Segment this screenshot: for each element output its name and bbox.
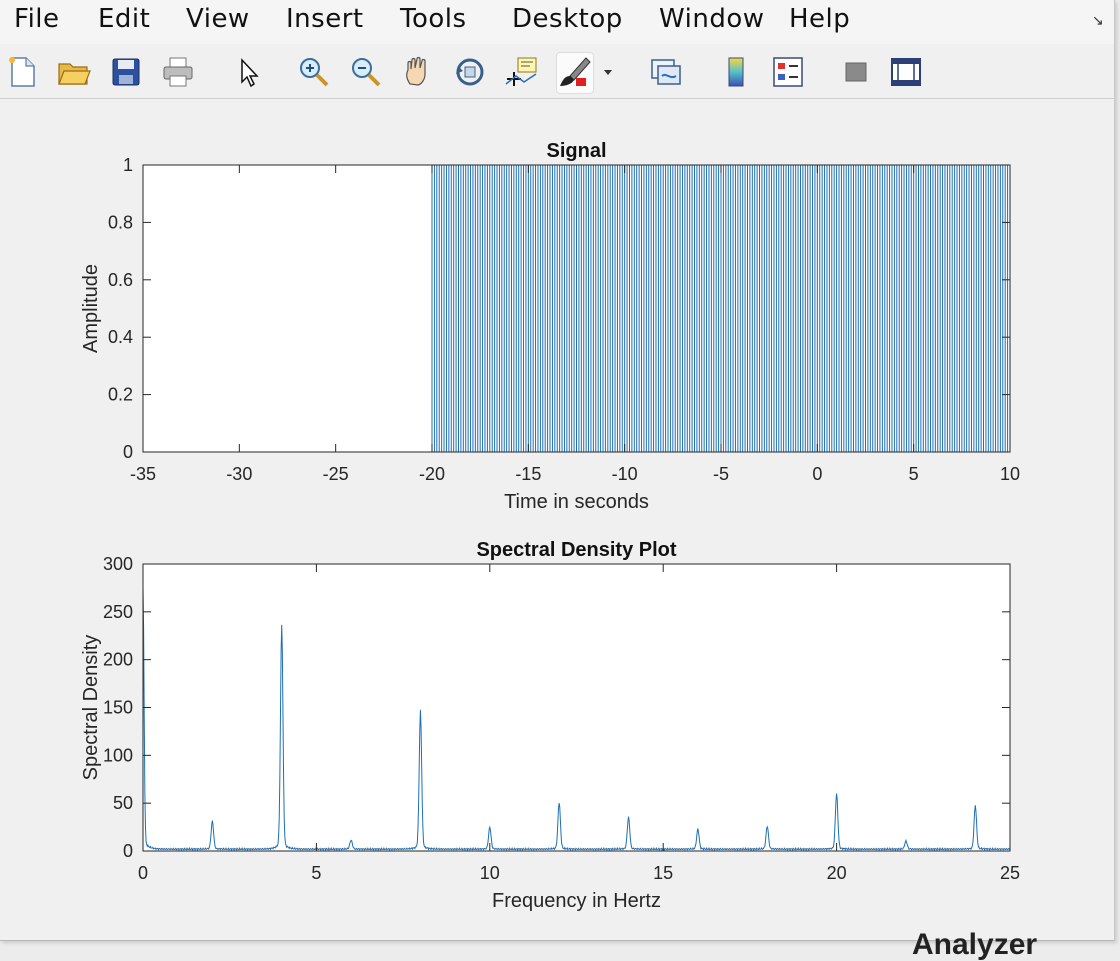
dock-arrow-icon[interactable]: ↘ xyxy=(1092,12,1104,29)
print-icon[interactable] xyxy=(160,54,196,90)
x-tick-label: 15 xyxy=(653,863,673,883)
y-tick-label: 1 xyxy=(123,155,133,175)
x-tick-label: 25 xyxy=(1000,863,1020,883)
menu-desktop[interactable]: Desktop xyxy=(512,4,623,34)
y-tick-label: 250 xyxy=(103,602,133,622)
x-tick-label: -35 xyxy=(130,464,156,484)
menu-window[interactable]: Window xyxy=(659,4,765,34)
figure-window: File Edit View Insert Tools Desktop Wind… xyxy=(0,0,1115,941)
x-tick-label: -10 xyxy=(612,464,638,484)
open-folder-icon[interactable] xyxy=(56,54,92,90)
x-tick-label: 5 xyxy=(311,863,321,883)
legend-icon[interactable] xyxy=(770,54,806,90)
y-tick-label: 0 xyxy=(123,841,133,861)
figure-toolbar xyxy=(0,46,1114,99)
x-tick-label: 0 xyxy=(812,464,822,484)
x-axis-label: Frequency in Hertz xyxy=(492,890,661,912)
menu-view[interactable]: View xyxy=(186,4,250,34)
y-tick-label: 0.4 xyxy=(108,327,133,347)
hide-plot-tools-icon[interactable] xyxy=(838,54,874,90)
x-tick-label: 5 xyxy=(909,464,919,484)
x-tick-label: 10 xyxy=(480,863,500,883)
x-tick-label: -5 xyxy=(713,464,729,484)
y-tick-label: 0.2 xyxy=(108,385,133,405)
menu-tools[interactable]: Tools xyxy=(400,4,467,34)
menu-help[interactable]: Help xyxy=(789,4,850,34)
menu-edit[interactable]: Edit xyxy=(98,4,150,34)
y-tick-label: 300 xyxy=(103,554,133,574)
chart-title: Signal xyxy=(546,140,606,162)
x-tick-label: 20 xyxy=(827,863,847,883)
x-tick-label: -20 xyxy=(419,464,445,484)
y-tick-label: 0.8 xyxy=(108,212,133,232)
y-tick-label: 50 xyxy=(113,793,133,813)
menu-insert[interactable]: Insert xyxy=(286,4,364,34)
rotate-3d-icon[interactable] xyxy=(452,54,488,90)
colorbar-icon[interactable] xyxy=(718,54,754,90)
y-axis-label: Spectral Density xyxy=(80,635,102,781)
x-tick-label: 10 xyxy=(1000,464,1020,484)
background-window-text: Analyzer xyxy=(912,930,1037,960)
signal-axes: -35 -30 -25 -20 -15 -10 -5 0 5 10 0 0.2 0.4 0.6 0.8 1 Si… xyxy=(80,140,1020,513)
y-tick-label: 200 xyxy=(103,650,133,670)
pan-hand-icon[interactable] xyxy=(400,54,436,90)
zoom-in-icon[interactable] xyxy=(296,54,332,90)
data-cursor-icon[interactable] xyxy=(504,54,540,90)
x-tick-label: -25 xyxy=(323,464,349,484)
link-plot-icon[interactable] xyxy=(648,54,684,90)
x-tick-label: -30 xyxy=(226,464,252,484)
show-plot-tools-icon[interactable] xyxy=(888,54,924,90)
y-tick-label: 100 xyxy=(103,745,133,765)
x-axis-label: Time in seconds xyxy=(504,491,649,513)
y-tick-label: 0 xyxy=(123,442,133,462)
menu-file[interactable]: File xyxy=(14,4,60,34)
x-tick-label: 0 xyxy=(138,863,148,883)
new-file-icon[interactable] xyxy=(4,54,40,90)
menu-bar: File Edit View Insert Tools Desktop Wind… xyxy=(0,0,1114,44)
brush-icon[interactable] xyxy=(556,54,592,90)
x-tick-label: -15 xyxy=(515,464,541,484)
save-icon[interactable] xyxy=(108,54,144,90)
pointer-icon[interactable] xyxy=(232,54,268,90)
zoom-out-icon[interactable] xyxy=(348,54,384,90)
y-tick-label: 150 xyxy=(103,698,133,718)
y-tick-label: 0.6 xyxy=(108,270,133,290)
plot-area xyxy=(143,564,1010,851)
chart-title: Spectral Density Plot xyxy=(476,539,676,561)
y-axis-label: Amplitude xyxy=(80,264,102,353)
dropdown-arrow-icon[interactable] xyxy=(598,54,618,90)
